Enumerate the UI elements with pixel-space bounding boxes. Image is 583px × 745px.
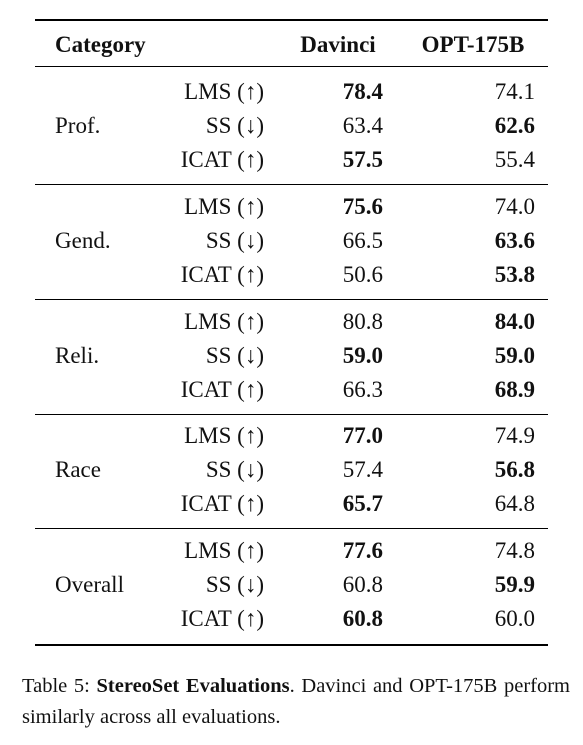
davinci-value: 57.4 bbox=[342, 457, 383, 483]
opt-value: 74.1 bbox=[494, 79, 535, 104]
caption: Table 5: StereoSet Evaluations. Davinci … bbox=[22, 671, 570, 733]
davinci-value: 57.5 bbox=[342, 147, 383, 172]
opt-value: 60.0 bbox=[494, 606, 535, 632]
group-rule bbox=[35, 298, 548, 300]
opt-value: 62.6 bbox=[494, 113, 535, 138]
metric: LMS (↑) bbox=[184, 193, 264, 219]
opt-value: 59.0 bbox=[494, 342, 535, 368]
davinci-value: 60.8 bbox=[342, 606, 383, 632]
category: Overall bbox=[55, 572, 124, 598]
metric: SS (↓) bbox=[205, 342, 264, 368]
davinci-value: 77.0 bbox=[342, 423, 383, 449]
header-opt: OPT-175B bbox=[421, 32, 525, 57]
davinci-value: 66.5 bbox=[342, 227, 383, 253]
davinci-value: 65.7 bbox=[342, 491, 383, 517]
metric: LMS (↑) bbox=[184, 308, 264, 334]
opt-value: 53.8 bbox=[494, 261, 535, 287]
opt-value: 64.8 bbox=[494, 491, 535, 517]
davinci-value: 66.3 bbox=[342, 376, 383, 402]
group-rule bbox=[35, 528, 548, 530]
opt-value: 56.8 bbox=[494, 457, 535, 483]
opt-value: 63.6 bbox=[494, 227, 535, 253]
metric: LMS (↑) bbox=[184, 423, 264, 449]
metric: LMS (↑) bbox=[184, 538, 264, 564]
caption-label: Table 5: bbox=[22, 675, 90, 697]
metric: ICAT (↑) bbox=[180, 491, 264, 517]
header-rule bbox=[35, 66, 548, 67]
metric: ICAT (↑) bbox=[180, 147, 264, 172]
metric: SS (↓) bbox=[205, 227, 264, 253]
caption-title: StereoSet Evaluations bbox=[96, 675, 290, 697]
opt-value: 84.0 bbox=[494, 308, 535, 334]
opt-value: 74.8 bbox=[494, 538, 535, 564]
metric: LMS (↑) bbox=[184, 79, 264, 104]
top-rule bbox=[35, 19, 548, 21]
category: Gend. bbox=[55, 227, 111, 253]
davinci-value: 63.4 bbox=[342, 113, 383, 138]
metric: ICAT (↑) bbox=[180, 606, 264, 632]
opt-value: 74.9 bbox=[494, 423, 535, 449]
opt-value: 59.9 bbox=[494, 572, 535, 598]
davinci-value: 50.6 bbox=[342, 261, 383, 287]
group-rule bbox=[35, 184, 548, 185]
metric: SS (↓) bbox=[205, 572, 264, 598]
metric: SS (↓) bbox=[205, 113, 264, 138]
header-davinci: Davinci bbox=[300, 32, 376, 57]
category: Reli. bbox=[55, 342, 100, 368]
group-rule bbox=[35, 413, 548, 415]
metric: ICAT (↑) bbox=[180, 376, 264, 402]
davinci-value: 77.6 bbox=[342, 538, 383, 564]
davinci-value: 59.0 bbox=[342, 342, 383, 368]
opt-value: 68.9 bbox=[494, 376, 535, 402]
davinci-value: 75.6 bbox=[342, 193, 383, 219]
header-category: Category bbox=[55, 32, 146, 57]
opt-value: 55.4 bbox=[494, 147, 535, 172]
caption-text: . Davinci and OPT-175B perform similarly… bbox=[22, 675, 571, 728]
category: Prof. bbox=[55, 113, 101, 138]
bottom-rule bbox=[35, 644, 548, 647]
davinci-value: 78.4 bbox=[342, 79, 383, 104]
category: Race bbox=[55, 457, 101, 483]
metric: ICAT (↑) bbox=[180, 261, 264, 287]
metric: SS (↓) bbox=[205, 457, 264, 483]
opt-value: 74.0 bbox=[494, 193, 535, 219]
davinci-value: 60.8 bbox=[342, 572, 383, 598]
davinci-value: 80.8 bbox=[342, 308, 383, 334]
